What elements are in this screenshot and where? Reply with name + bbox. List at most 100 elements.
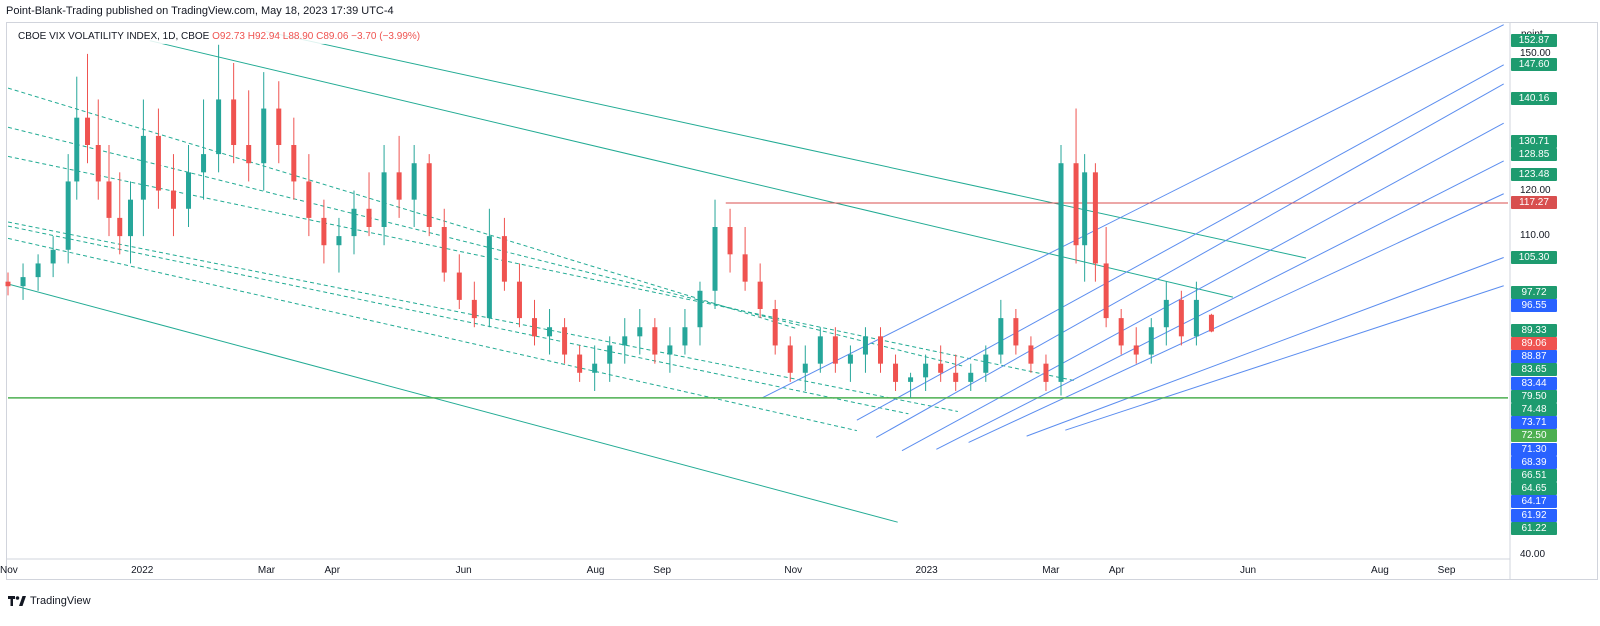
legend-symbol: CBOE VIX VOLATILITY INDEX, 1D, CBOE: [18, 31, 210, 42]
candle-body-35: [501, 236, 507, 282]
price-tag: 130.71: [1511, 135, 1557, 149]
price-tag: 74.48: [1511, 402, 1557, 416]
candle-body-5: [74, 117, 80, 182]
candle-body-11: [140, 135, 146, 200]
candle-body-23: [321, 217, 327, 246]
candle-body-75: [1092, 172, 1098, 264]
channel-line-5: [8, 126, 963, 367]
candle-body-73: [1073, 163, 1079, 246]
candle-body-51: [742, 254, 748, 282]
candle-body-50: [727, 227, 733, 255]
y-tick-label: 120.00: [1520, 184, 1551, 196]
price-tag: 71.30: [1511, 442, 1557, 456]
channel-line-3: [8, 221, 958, 412]
channel-line-8: [265, 31, 1307, 259]
candle-body-41: [592, 363, 598, 373]
price-tag: 89.33: [1511, 323, 1557, 337]
price-tag: 73.71: [1511, 416, 1557, 430]
x-tick-label: Nov: [784, 565, 803, 576]
price-tag: 147.60: [1511, 58, 1557, 72]
tradingview-brand: TradingView: [30, 595, 91, 607]
candle-body-40: [577, 354, 583, 373]
candle-body-46: [667, 345, 673, 355]
publisher-line: Point-Blank-Trading published on Trading…: [6, 5, 394, 17]
price-tag: 123.48: [1511, 168, 1557, 182]
candle-body-13: [170, 190, 176, 209]
fan-line-13: [936, 160, 1504, 450]
x-tick-label: Jun: [455, 565, 472, 576]
fan-line-14: [968, 193, 1504, 443]
price-chart[interactable]: [0, 0, 1600, 600]
candle-body-18: [246, 145, 252, 164]
candle-body-37: [532, 318, 538, 337]
x-tick-label: Sep: [653, 565, 672, 576]
chart-frame[interactable]: [6, 22, 1598, 580]
price-tag: 68.39: [1511, 455, 1557, 469]
chart-legend: CBOE VIX VOLATILITY INDEX, 1D, CBOE O92.…: [16, 30, 423, 44]
legend-low: L88.90: [282, 31, 314, 42]
candle-body-83: [1208, 314, 1214, 332]
candle-body-58: [847, 354, 853, 364]
legend-high: H92.94: [247, 31, 280, 42]
candle-body-29: [411, 163, 417, 200]
tradingview-logo-icon: [8, 596, 26, 606]
candle-body-15: [201, 154, 207, 173]
candle-body-9: [117, 217, 123, 237]
candle-body-49: [712, 227, 718, 291]
x-tick-label: Mar: [257, 565, 276, 576]
legend-open: O92.73: [212, 31, 245, 42]
x-tick-label: Aug: [586, 565, 605, 576]
candle-body-14: [186, 172, 192, 209]
y-tick-label: 110.00: [1520, 230, 1550, 242]
candle-body-39: [562, 327, 568, 355]
fan-line-16: [1065, 285, 1504, 431]
price-tag: 61.22: [1511, 521, 1557, 535]
candle-body-78: [1133, 345, 1139, 355]
candle-body-42: [607, 345, 613, 364]
price-tag: 64.17: [1511, 495, 1557, 509]
price-tag: 79.50: [1511, 389, 1557, 403]
candle-body-65: [953, 372, 959, 382]
candle-body-69: [1013, 318, 1019, 346]
candle-body-17: [231, 99, 237, 145]
candle-body-10: [127, 199, 133, 237]
fan-line-11: [875, 83, 1504, 438]
candle-body-74: [1082, 172, 1088, 246]
candle-body-63: [923, 363, 929, 378]
candle-body-80: [1163, 299, 1169, 328]
candle-body-38: [547, 327, 553, 337]
x-tick-label: Nov: [0, 565, 18, 576]
price-tag: 61.92: [1511, 508, 1557, 522]
candle-body-6: [85, 117, 91, 145]
price-tag: 88.87: [1511, 350, 1557, 364]
channel-line-0: [8, 283, 898, 523]
candle-body-55: [802, 363, 808, 373]
x-tick-label: Aug: [1371, 565, 1389, 576]
price-tag: 97.72: [1511, 285, 1557, 299]
x-tick-label: Sep: [1437, 565, 1456, 576]
price-tag: 89.06: [1511, 336, 1557, 350]
candle-body-77: [1118, 318, 1124, 346]
candle-body-66: [968, 372, 974, 382]
candle-body-31: [441, 227, 447, 273]
candle-body-72: [1058, 163, 1064, 382]
channel-line-6: [8, 87, 797, 330]
candle-body-4: [65, 181, 71, 250]
legend-change: −3.70 (−3.99%): [351, 31, 421, 42]
candle-body-34: [486, 236, 492, 319]
candle-body-12: [155, 135, 161, 191]
candle-body-22: [306, 181, 312, 218]
price-tag: 128.85: [1511, 148, 1557, 162]
candle-body-53: [772, 309, 778, 346]
price-tag: 72.50: [1511, 429, 1557, 443]
y-tick-label: 40.00: [1520, 549, 1546, 560]
footer[interactable]: TradingView: [8, 591, 91, 611]
candle-body-56: [817, 336, 823, 364]
x-tick-label: Apr: [324, 565, 341, 576]
candle-body-36: [516, 281, 522, 319]
channel-line-7: [149, 40, 1234, 298]
legend-close: C89.06: [316, 31, 349, 42]
candle-body-44: [637, 327, 643, 337]
candle-body-47: [682, 327, 688, 346]
candle-body-45: [652, 327, 658, 355]
